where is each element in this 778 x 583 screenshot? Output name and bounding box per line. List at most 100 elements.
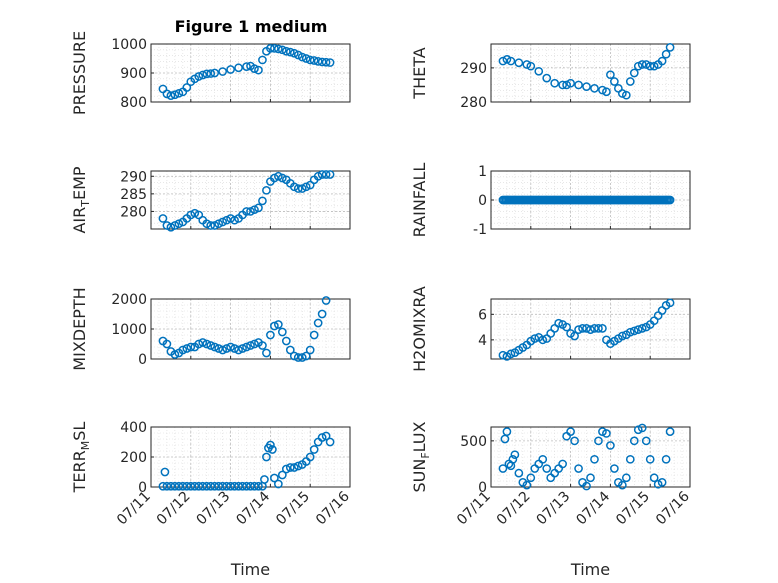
data-point: [277, 327, 287, 337]
data-point: [317, 57, 327, 67]
data-point: [178, 345, 188, 355]
data-point: [289, 182, 299, 192]
data-point: [526, 473, 536, 483]
data-point: [617, 89, 627, 98]
x-tick-label: 07/12: [154, 489, 194, 529]
data-point: [277, 173, 287, 183]
data-point: [158, 214, 168, 223]
data-point: [542, 73, 552, 83]
data-point: [274, 171, 283, 181]
data-point: [260, 475, 269, 484]
data-point: [182, 83, 192, 92]
data-point: [250, 205, 259, 215]
data-point: [246, 341, 255, 350]
y-tick-label: 1: [478, 164, 487, 180]
data-point: [641, 60, 651, 69]
data-point: [266, 44, 275, 53]
data-point: [594, 324, 603, 333]
data-point: [170, 90, 180, 100]
data-point: [570, 331, 579, 341]
data-point: [254, 481, 263, 491]
data-point: [174, 481, 184, 491]
data-point: [186, 342, 196, 352]
data-point: [317, 170, 327, 179]
data-point: [170, 350, 180, 359]
data-point: [160, 467, 170, 477]
data-point: [214, 481, 224, 491]
data-point: [574, 325, 583, 334]
data-point: [289, 48, 299, 58]
data-point: [186, 481, 196, 491]
data-point: [661, 49, 671, 59]
data-point: [214, 344, 224, 353]
data-point: [598, 324, 607, 333]
data-point: [190, 208, 200, 218]
axes-box: [490, 298, 691, 360]
data-point: [202, 219, 212, 229]
data-point: [234, 345, 243, 355]
data-point: [514, 468, 524, 478]
data-point: [194, 72, 204, 81]
x-tick-label: 07/11: [114, 489, 154, 529]
data-point: [254, 203, 263, 213]
data-point: [637, 60, 647, 69]
data-point: [582, 82, 591, 91]
data-point: [317, 309, 327, 319]
data-point: [574, 80, 583, 90]
data-point: [281, 46, 291, 56]
data-point: [582, 481, 591, 491]
data-point: [250, 481, 259, 491]
x-tick-label: 07/14: [573, 488, 613, 528]
y-axis-label: SUNFLUX: [410, 421, 432, 492]
data-point: [262, 452, 271, 462]
data-point: [661, 454, 671, 464]
data-point: [297, 52, 307, 62]
data-point: [210, 68, 220, 78]
data-point: [621, 90, 631, 100]
data-point: [218, 217, 227, 227]
data-point: [590, 84, 599, 93]
data-point: [238, 344, 247, 353]
data-point: [170, 481, 180, 491]
data-point: [657, 56, 667, 66]
data-point: [301, 351, 311, 361]
data-point: [498, 350, 508, 360]
data-point: [262, 348, 271, 358]
x-tick-label: 07/13: [534, 489, 574, 529]
figure-title: Figure 1 medium: [175, 17, 328, 36]
data-point: [277, 45, 287, 55]
data-point: [281, 336, 291, 346]
data-point: [641, 436, 651, 446]
data-point: [629, 436, 639, 446]
data-point: [293, 353, 303, 362]
data-point: [305, 345, 315, 355]
data-point: [262, 185, 271, 195]
data-point: [277, 470, 287, 480]
data-point: [602, 87, 611, 97]
data-point: [198, 338, 208, 347]
data-point: [222, 215, 231, 225]
data-point: [313, 171, 323, 181]
data-point: [230, 481, 239, 491]
data-point: [166, 91, 176, 100]
data-point: [266, 330, 275, 340]
data-point: [570, 436, 579, 446]
data-point: [637, 324, 647, 333]
y-tick-label: 400: [120, 420, 147, 436]
data-point: [514, 58, 524, 68]
data-point: [218, 67, 227, 76]
data-point: [230, 215, 239, 225]
y-tick-label: 290: [120, 169, 147, 185]
x-tick-label: 07/16: [313, 488, 353, 528]
axes-box: [150, 298, 351, 360]
pressure-axes: 800 900 1000 PRESSURE: [70, 31, 351, 115]
data-point: [629, 326, 639, 336]
data-point: [218, 345, 227, 355]
data-point: [606, 70, 615, 80]
y-axis-label: AIRTEMP: [70, 166, 92, 233]
axes-box: [490, 170, 691, 230]
data-point: [309, 56, 319, 65]
data-point: [166, 481, 176, 491]
data-point: [621, 473, 631, 483]
